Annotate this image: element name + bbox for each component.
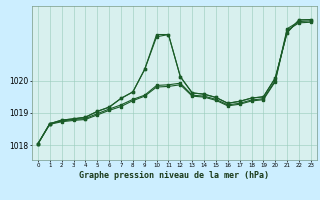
X-axis label: Graphe pression niveau de la mer (hPa): Graphe pression niveau de la mer (hPa) (79, 171, 269, 180)
